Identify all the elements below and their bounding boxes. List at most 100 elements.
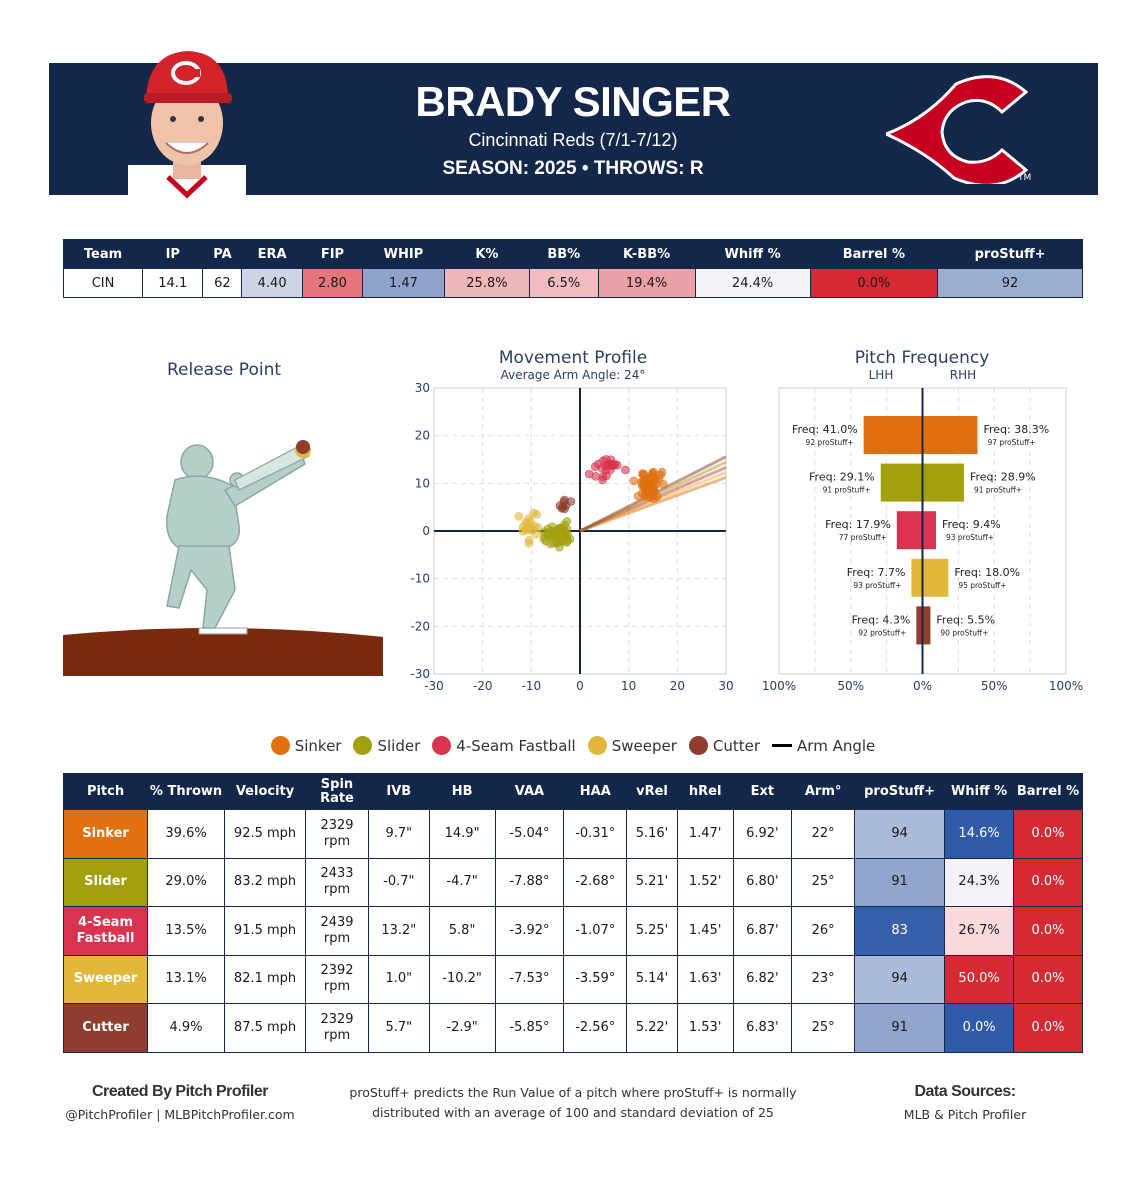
pitch-header-12: proStuff+ [854, 773, 946, 810]
freq-row-4-seam-fastball: Freq: 17.9% 77 proStuff+ Freq: 9.4% 93 proS… [825, 511, 1001, 550]
pitch-header-3: Spin Rate [305, 773, 369, 810]
pitch-frequency-chart: 100% 50% 0% 50% 100%Freq: 41.0%92 proStuff+F… [762, 387, 1083, 693]
pitch-cell-5: 14.9" [428, 809, 496, 859]
pitch-cell-3: 2439 rpm [305, 906, 369, 956]
bar-lhh [916, 606, 923, 645]
pitch-cell-5: -10.2" [428, 954, 496, 1004]
lhh-freq-label: Freq: 29.1% [809, 471, 875, 484]
y-tick-label: 10 [415, 476, 430, 490]
legend-swatch [270, 736, 290, 755]
pitch-cell-14: 0.0% [1013, 857, 1083, 907]
legend-item: 4-Seam Fastball [432, 736, 576, 755]
rhh-prostuff-label: 93 proStuff+ [946, 533, 994, 542]
footer-created-by: Created By Pitch Profiler [92, 1083, 269, 1100]
scatter-point [561, 501, 571, 510]
pitch-cell-7: -1.07° [563, 906, 628, 956]
freq-row-sweeper: Freq: 7.7% 93 proStuff+ Freq: 18.0% 95 proS… [847, 558, 1020, 597]
pitch-cell-13: 26.7% [944, 906, 1015, 956]
pitch-cell-11: 22° [791, 809, 856, 859]
x-tick-label: 30 [718, 679, 733, 693]
pitch-cell-3: 2433 rpm [305, 857, 369, 907]
scatter-point [562, 517, 572, 526]
pitch-name-cell: Cutter [62, 1003, 149, 1053]
scatter-point [629, 476, 639, 486]
pitch-cell-9: 1.45' [676, 906, 734, 956]
pitch-cell-14: 0.0% [1013, 906, 1083, 956]
pitch-cell-8: 5.25' [626, 906, 678, 956]
rhh-freq-label: Freq: 18.0% [954, 566, 1020, 579]
pitch-cell-4: 5.7" [367, 1003, 430, 1053]
pitch-cell-3: 2329 rpm [305, 1003, 369, 1053]
legend-line-swatch [772, 744, 793, 747]
stats-header-8: K-BB% [597, 239, 696, 269]
rhh-freq-label: Freq: 38.3% [983, 423, 1049, 436]
series-slider [539, 517, 575, 552]
movement-title: Movement Profile [498, 348, 648, 368]
x-tick-label: -10 [522, 679, 542, 693]
pitch-cell-13: 24.3% [944, 857, 1015, 907]
pitch-cell-14: 0.0% [1013, 1003, 1083, 1053]
scatter-point [514, 512, 524, 521]
pitch-row: Sinker 39.6% 92.5 mph 2329 rpm 9.7" 14.9" -5.0… [62, 809, 1083, 859]
player-name: BRADY SINGER [415, 78, 731, 125]
pitch-cell-12: 91 [854, 857, 946, 907]
stats-value-8: 19.4% [597, 268, 696, 298]
scatter-point [649, 480, 659, 490]
release-point-figure [63, 440, 383, 676]
legend-swatch [432, 736, 452, 755]
legend-label: Slider [377, 736, 421, 755]
frequency-title: Pitch Frequency [854, 348, 990, 368]
scatter-point [540, 531, 550, 541]
pitch-cell-5: -2.9" [428, 1003, 496, 1053]
movement-profile-chart: -30-30 -20 -20 -10 -10 0 0 10 10 20 20 30 30 [410, 381, 733, 693]
pitch-header-0: Pitch [62, 773, 149, 810]
legend-swatch [688, 736, 708, 755]
stats-value-3: 4.40 [241, 268, 303, 298]
pitch-cell-6: -5.04° [494, 809, 565, 859]
season-stats-table: Team IP PA ERA FIP WHIP K% BB% K-BB% Whiff % Barre… [62, 239, 1083, 298]
scatter-point [529, 508, 538, 518]
pitch-cell-11: 23° [791, 954, 856, 1004]
release-point-title: Release Point [166, 360, 282, 380]
scatter-point [524, 535, 534, 545]
pitch-cell-12: 94 [854, 809, 946, 859]
freq-row-slider: Freq: 29.1% 91 proStuff+ Freq: 28.9% 91 pro… [809, 463, 1036, 502]
series-cutter [555, 495, 576, 514]
scatter-point [659, 479, 668, 489]
pitch-cell-12: 83 [854, 906, 946, 956]
bar-rhh [922, 463, 964, 502]
pitch-cell-1: 13.5% [147, 906, 226, 956]
scatter-point [645, 492, 655, 502]
freq-row-cutter: Freq: 4.3% 92 proStuff+ Freq: 5.5% 90 proSt… [852, 606, 995, 645]
x-tick-label: -30 [424, 679, 444, 693]
player-headshot [128, 51, 246, 211]
legend-label: Sweeper [611, 736, 677, 755]
y-tick-label: -20 [410, 619, 430, 633]
bar-lhh [896, 511, 923, 550]
rhh-freq-label: Freq: 9.4% [942, 518, 1001, 531]
pitch-cell-10: 6.82' [732, 954, 793, 1004]
pitch-cell-11: 25° [791, 1003, 856, 1053]
y-tick-label: -30 [410, 667, 430, 681]
pitch-cell-2: 82.1 mph [224, 954, 307, 1004]
scatter-point [633, 491, 643, 501]
legend-label: Arm Angle [797, 736, 876, 755]
footer-note-line2: distributed with an average of 100 and s… [372, 1105, 774, 1120]
stats-value-1: 14.1 [142, 268, 204, 298]
footer-sources: Data Sources: MLB & Pitch Profiler [880, 1083, 1050, 1122]
pitch-cell-2: 91.5 mph [224, 906, 307, 956]
pitch-cell-10: 6.87' [732, 906, 793, 956]
pitch-cell-10: 6.92' [732, 809, 793, 859]
pitch-cell-14: 0.0% [1013, 809, 1083, 859]
pitch-cell-4: 9.7" [367, 809, 430, 859]
x-tick-label: 10 [621, 679, 636, 693]
stats-header-7: BB% [529, 239, 599, 269]
footer-credits: Created By Pitch Profiler @PitchProfiler… [60, 1083, 300, 1122]
lhh-prostuff-label: 91 proStuff+ [823, 486, 871, 495]
scatter-point [621, 465, 630, 475]
pitch-header-11: Arm° [791, 773, 856, 810]
scatter-point [557, 535, 567, 544]
pitch-cell-12: 91 [854, 1003, 946, 1053]
pitch-cell-4: -0.7" [367, 857, 430, 907]
pitch-cell-7: -3.59° [563, 954, 628, 1004]
